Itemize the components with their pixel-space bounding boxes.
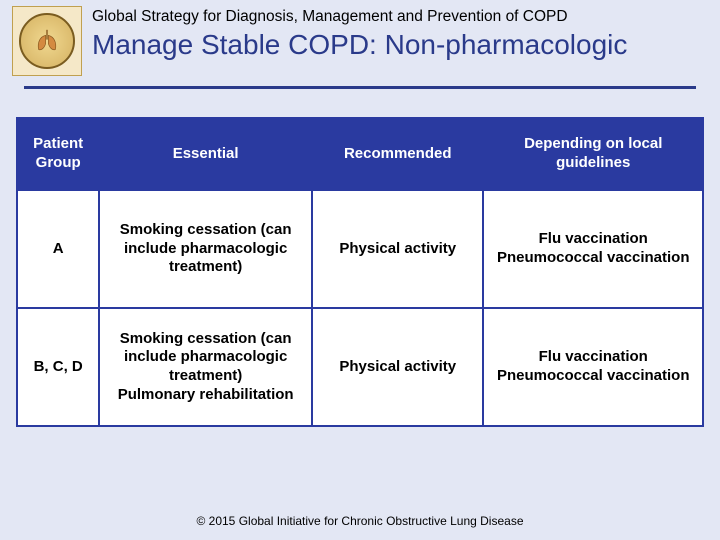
lungs-icon — [33, 27, 61, 55]
gold-logo — [12, 6, 82, 76]
table-area: Patient Group Essential Recommended Depe… — [0, 89, 720, 508]
cell-depending: Flu vaccinationPneumococcal vaccination — [483, 308, 703, 426]
cell-group: B, C, D — [17, 308, 99, 426]
table-row: B, C, D Smoking cessation (can include p… — [17, 308, 703, 426]
cell-recommended: Physical activity — [312, 308, 484, 426]
table-header-row: Patient Group Essential Recommended Depe… — [17, 118, 703, 190]
col-header-depending: Depending on local guidelines — [483, 118, 703, 190]
slide-title: Manage Stable COPD: Non-pharmacologic — [92, 30, 708, 61]
copyright-footer: © 2015 Global Initiative for Chronic Obs… — [0, 508, 720, 540]
treatment-table: Patient Group Essential Recommended Depe… — [16, 117, 704, 427]
col-header-recommended: Recommended — [312, 118, 484, 190]
slide-subtitle: Global Strategy for Diagnosis, Managemen… — [92, 8, 708, 26]
cell-essential: Smoking cessation (can include pharmacol… — [99, 190, 312, 308]
header-text: Global Strategy for Diagnosis, Managemen… — [92, 6, 708, 61]
cell-group: A — [17, 190, 99, 308]
logo-circle — [19, 13, 75, 69]
cell-essential: Smoking cessation (can include pharmacol… — [99, 308, 312, 426]
cell-depending: Flu vaccinationPneumococcal vaccination — [483, 190, 703, 308]
slide: Global Strategy for Diagnosis, Managemen… — [0, 0, 720, 540]
col-header-essential: Essential — [99, 118, 312, 190]
header: Global Strategy for Diagnosis, Managemen… — [0, 0, 720, 78]
cell-recommended: Physical activity — [312, 190, 484, 308]
col-header-group: Patient Group — [17, 118, 99, 190]
table-row: A Smoking cessation (can include pharmac… — [17, 190, 703, 308]
